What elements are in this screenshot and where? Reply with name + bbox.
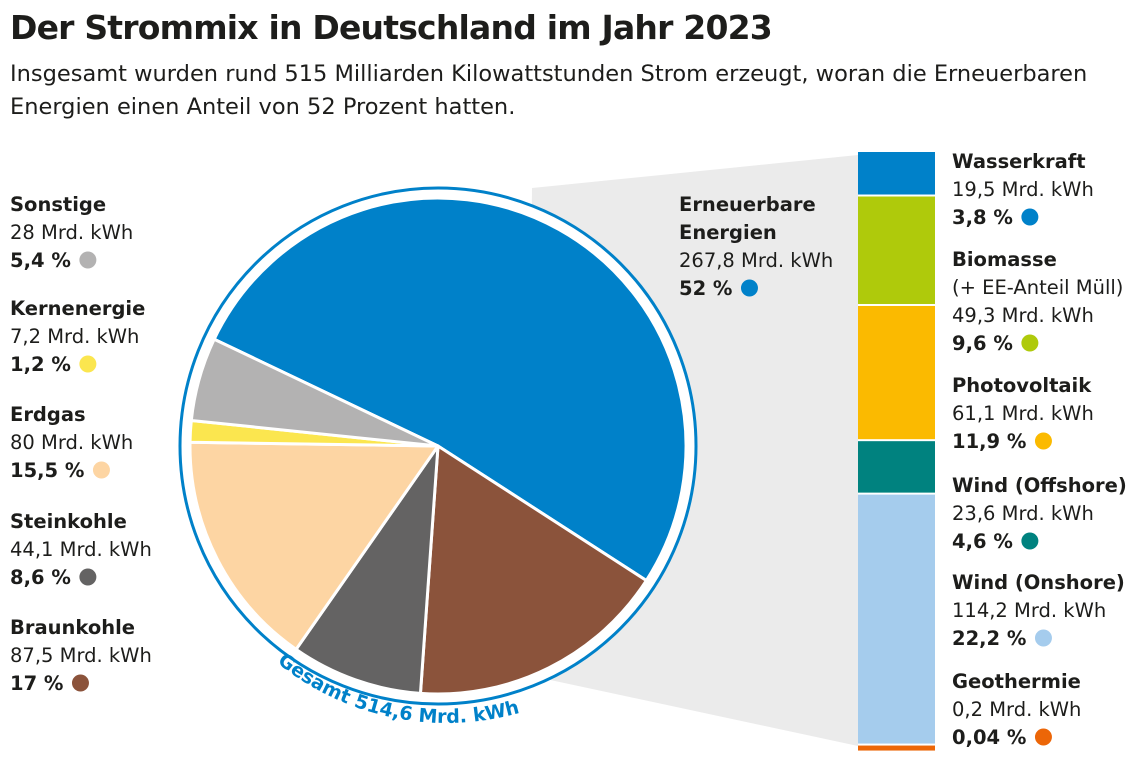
label-steinkohle: Steinkohle 44,1 Mrd. kWh 8,6 % [10,510,152,589]
label-kernenergie-dot [79,355,97,373]
bar-segment-wind-onshore [858,494,935,744]
label-sonstige-value: 28 Mrd. kWh [10,221,133,244]
label-bar-biomasse-dot [1021,334,1039,352]
label-braunkohle-value: 87,5 Mrd. kWh [10,644,152,667]
label-bar-wind-onshore-percent: 22,2 % [952,627,1026,650]
label-sonstige-dot [79,251,97,269]
label-bar-wind-offshore-value: 23,6 Mrd. kWh [952,502,1094,525]
label-bar-wasserkraft-name: Wasserkraft [952,150,1086,173]
label-bar-wind-offshore-name: Wind (Offshore) [952,474,1127,497]
legend-labels: Braunkohle 87,5 Mrd. kWh 17 % Steinkohle 44,… [10,150,1127,749]
label-bar-geothermie-value: 0,2 Mrd. kWh [952,698,1081,721]
label-bar-biomasse-name2: (+ EE-Anteil Müll) [952,276,1123,299]
pie-slice-braunkohle [418,444,648,696]
label-bar-biomasse-percent: 9,6 % [952,332,1013,355]
label-bar-wind-onshore-name: Wind (Onshore) [952,571,1125,594]
label-erdgas-value: 80 Mrd. kWh [10,431,133,454]
label-kernenergie-value: 7,2 Mrd. kWh [10,325,139,348]
bar-segment-geothermie [858,745,935,751]
label-bar-biomasse: Biomasse (+ EE-Anteil Müll) 49,3 Mrd. kWh 9… [952,248,1123,355]
label-braunkohle: Braunkohle 87,5 Mrd. kWh 17 % [10,616,152,695]
label-bar-wind-offshore: Wind (Offshore) 23,6 Mrd. kWh 4,6 % [952,474,1127,553]
chart-title: Der Strommix in Deutschland im Jahr 2023 [10,8,773,47]
chart-subtitle: Insgesamt wurden rund 515 Milliarden Kil… [10,61,1088,120]
label-erneuerbare-energien: Erneuerbare Energien 267,8 Mrd. kWh 52 % [679,193,833,300]
label-bar-photovoltaik-name: Photovoltaik [952,374,1092,397]
label-bar-wind-offshore-dot [1021,532,1039,550]
label-steinkohle-dot [79,568,97,586]
label-bar-geothermie-percent: 0,04 % [952,726,1026,749]
bar-segment-wasserkraft [858,152,935,195]
label-bar-photovoltaik-value: 61,1 Mrd. kWh [952,402,1094,425]
bar-segment-wind-offshore [858,441,935,493]
label-bar-photovoltaik-dot [1034,432,1052,450]
label-erdgas-name: Erdgas [10,403,86,426]
label-erneuerbare-energien-percent: 52 % [679,277,732,300]
label-braunkohle-name: Braunkohle [10,616,135,639]
label-erdgas-dot [92,461,110,479]
pie-slice-erdgas [188,440,440,651]
label-bar-wind-offshore-percent: 4,6 % [952,530,1013,553]
label-erneuerbare-energien-value: 267,8 Mrd. kWh [679,249,833,272]
label-bar-biomasse-name: Biomasse [952,248,1057,271]
label-sonstige: Sonstige 28 Mrd. kWh 5,4 % [10,193,133,272]
label-bar-wasserkraft-value: 19,5 Mrd. kWh [952,178,1094,201]
renewables-stacked-bar [858,152,935,751]
label-bar-photovoltaik-percent: 11,9 % [952,430,1026,453]
label-bar-wind-onshore-value: 114,2 Mrd. kWh [952,599,1106,622]
label-sonstige-name: Sonstige [10,193,106,216]
label-erneuerbare-energien-dot [740,279,758,297]
pie-slice-erneuerbare-energien [212,196,688,583]
label-erdgas-percent: 15,5 % [10,459,84,482]
bar-segment-biomasse [858,196,935,304]
label-bar-wind-onshore: Wind (Onshore) 114,2 Mrd. kWh 22,2 % [952,571,1125,650]
label-sonstige-percent: 5,4 % [10,249,71,272]
bar-segment-photovoltaik [858,305,935,440]
label-bar-photovoltaik: Photovoltaik 61,1 Mrd. kWh 11,9 % [952,374,1094,453]
label-braunkohle-percent: 17 % [10,672,63,695]
label-erneuerbare-energien-name2: Energien [679,221,777,244]
label-kernenergie-percent: 1,2 % [10,353,71,376]
label-steinkohle-name: Steinkohle [10,510,127,533]
label-steinkohle-value: 44,1 Mrd. kWh [10,538,152,561]
label-bar-geothermie-dot [1034,728,1052,746]
label-erdgas: Erdgas 80 Mrd. kWh 15,5 % [10,403,133,482]
pie-slice-sonstige [189,337,440,448]
label-bar-wasserkraft-percent: 3,8 % [952,206,1013,229]
label-bar-wasserkraft-dot [1021,208,1039,226]
label-braunkohle-dot [71,674,89,692]
label-bar-geothermie-name: Geothermie [952,670,1081,693]
label-bar-wind-onshore-dot [1034,629,1052,647]
label-bar-geothermie: Geothermie 0,2 Mrd. kWh 0,04 % [952,670,1081,749]
label-bar-biomasse-value: 49,3 Mrd. kWh [952,304,1094,327]
label-erneuerbare-energien-name: Erneuerbare [679,193,816,216]
pie-chart [188,196,688,696]
pie-slice-steinkohle [294,444,440,695]
label-bar-wasserkraft: Wasserkraft 19,5 Mrd. kWh 3,8 % [952,150,1094,229]
label-kernenergie-name: Kernenergie [10,297,145,320]
label-kernenergie: Kernenergie 7,2 Mrd. kWh 1,2 % [10,297,145,376]
label-steinkohle-percent: 8,6 % [10,566,71,589]
